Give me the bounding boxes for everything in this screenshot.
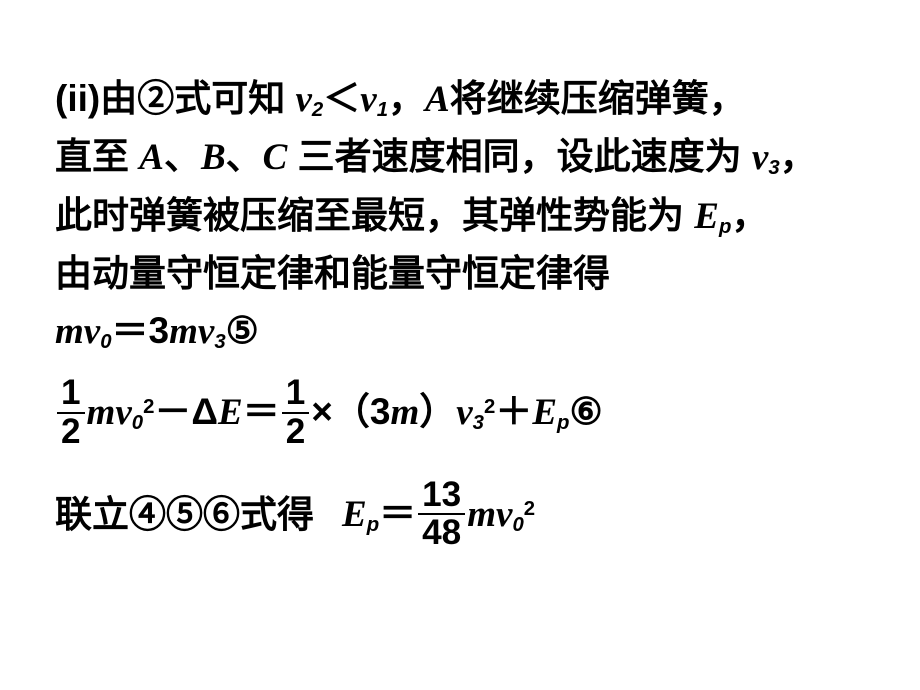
var-m: m: [467, 494, 496, 535]
t: 直至: [55, 136, 139, 177]
term: ×（3m）v32＋Ep⑥: [311, 383, 602, 441]
equation-5: mv0＝3mv3⑤: [55, 302, 865, 360]
sub-2: 2: [312, 99, 323, 121]
plus: ＋: [495, 391, 532, 432]
equation-7: 联立④⑤⑥式得 Ep＝ 13 48 mv02: [55, 477, 865, 553]
var-v: v: [456, 392, 472, 433]
var-E: E: [342, 494, 367, 535]
sub-3: 3: [473, 413, 484, 435]
line-4: 由动量守恒定律和能量守恒定律得: [55, 245, 865, 302]
var-v: v: [496, 494, 512, 535]
t: 将继续压缩弹簧，: [450, 78, 746, 119]
sub-1: 1: [377, 99, 388, 121]
sub-0: 0: [512, 514, 523, 536]
sq: 2: [143, 396, 154, 418]
var-B: B: [201, 137, 226, 178]
t: 联立④⑤⑥式得: [55, 486, 314, 543]
comma: ，: [388, 78, 425, 119]
circled-5: ⑤: [226, 310, 259, 351]
sq: 2: [484, 396, 495, 418]
numerator: 1: [282, 375, 310, 414]
equation-6: 1 2 mv02－ΔE＝ 1 2 ×（3m）v32＋Ep⑥: [55, 375, 865, 451]
var-m: m: [55, 311, 84, 352]
fraction-half: 1 2: [57, 375, 85, 451]
sub-3: 3: [768, 157, 779, 179]
physics-solution-text: (ii)由②式可知 v2＜v1，A将继续压缩弹簧， 直至 A、B、C 三者速度相…: [0, 0, 920, 552]
t: 此时弹簧被压缩至最短，其弹性势能为: [55, 195, 694, 236]
line-1: (ii)由②式可知 v2＜v1，A将继续压缩弹簧，: [55, 70, 865, 128]
line-3: 此时弹簧被压缩至最短，其弹性势能为 Ep，: [55, 187, 865, 245]
var-E: E: [218, 392, 243, 433]
term: mv02－ΔE＝: [87, 383, 280, 441]
sq: 2: [524, 498, 535, 520]
var-m: m: [390, 392, 419, 433]
sub-0: 0: [100, 331, 111, 353]
comma: ，: [731, 195, 768, 236]
t: ）: [419, 391, 456, 432]
var-v: v: [360, 79, 376, 120]
var-C: C: [263, 137, 288, 178]
var-A: A: [425, 79, 450, 120]
var-v: v: [752, 137, 768, 178]
var-v: v: [84, 311, 100, 352]
var-m: m: [87, 392, 116, 433]
var-v: v: [198, 311, 214, 352]
var-E: E: [532, 392, 557, 433]
var-v: v: [115, 392, 131, 433]
term: Ep＝: [342, 485, 416, 543]
numerator: 1: [57, 375, 85, 414]
sep: 、: [226, 136, 263, 177]
term: mv02: [467, 485, 535, 543]
t: 由动量守恒定律和能量守恒定律得: [55, 253, 610, 294]
fraction-half: 1 2: [282, 375, 310, 451]
t: －Δ: [154, 391, 218, 432]
var-m: m: [169, 311, 198, 352]
denominator: 48: [418, 515, 465, 552]
var-v: v: [295, 79, 311, 120]
t: 三者速度相同，设此速度为: [287, 136, 752, 177]
var-A: A: [139, 137, 164, 178]
line-2: 直至 A、B、C 三者速度相同，设此速度为 v3，: [55, 128, 865, 186]
sub-p: p: [557, 413, 569, 435]
comma: ，: [780, 136, 817, 177]
eq: ＝3: [112, 310, 170, 351]
var-E: E: [694, 196, 719, 237]
sub-3: 3: [214, 331, 225, 353]
circled-6: ⑥: [569, 391, 602, 432]
t: (ii)由②式可知: [55, 78, 295, 119]
sub-p: p: [367, 514, 379, 536]
sub-p: p: [719, 216, 731, 238]
denominator: 2: [282, 414, 310, 451]
eq: ＝: [243, 391, 280, 432]
fraction-13-48: 13 48: [418, 477, 465, 553]
t: ×（3: [311, 391, 390, 432]
denominator: 2: [57, 414, 85, 451]
eq: ＝: [379, 493, 416, 534]
numerator: 13: [418, 477, 465, 516]
sub-0: 0: [132, 413, 143, 435]
lt: ＜: [323, 78, 360, 119]
sep: 、: [164, 136, 201, 177]
